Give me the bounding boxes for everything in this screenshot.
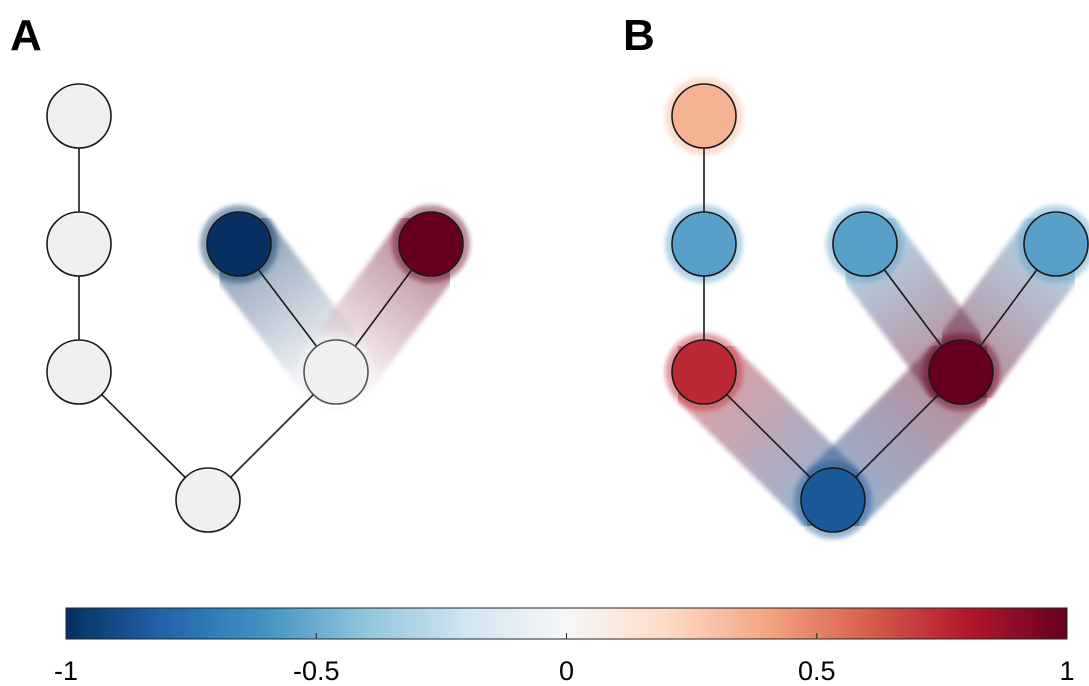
graph-node xyxy=(175,467,241,533)
graph-node xyxy=(671,83,737,149)
graph-node xyxy=(46,339,112,405)
graph-node xyxy=(398,211,464,277)
graph-node xyxy=(1023,211,1089,277)
colorbar-tick-label: 1 xyxy=(1059,656,1074,686)
colorbar-ticks: -1 -0.5 0 0.5 1 xyxy=(54,633,1075,686)
colorbar-tick-label: -0.5 xyxy=(293,656,340,686)
graph-node xyxy=(206,211,272,277)
graph-node xyxy=(832,211,898,277)
graph-node xyxy=(671,339,737,405)
graph-node xyxy=(303,339,369,405)
graph-node xyxy=(928,339,994,405)
graph-node xyxy=(46,83,112,149)
panel-label-b: B xyxy=(623,11,655,60)
graph-node xyxy=(800,467,866,533)
halo-layer xyxy=(200,77,1089,539)
colorbar-tick-label: 0 xyxy=(559,656,574,686)
graph-node xyxy=(671,211,737,277)
colorbar-tick-label: 0.5 xyxy=(798,656,836,686)
node-layer xyxy=(46,83,1089,533)
graph-node xyxy=(46,211,112,277)
colorbar-tick-label: -1 xyxy=(54,656,78,686)
panel-label-a: A xyxy=(10,11,42,60)
colorbar: -1 -0.5 0 0.5 1 xyxy=(54,607,1075,686)
